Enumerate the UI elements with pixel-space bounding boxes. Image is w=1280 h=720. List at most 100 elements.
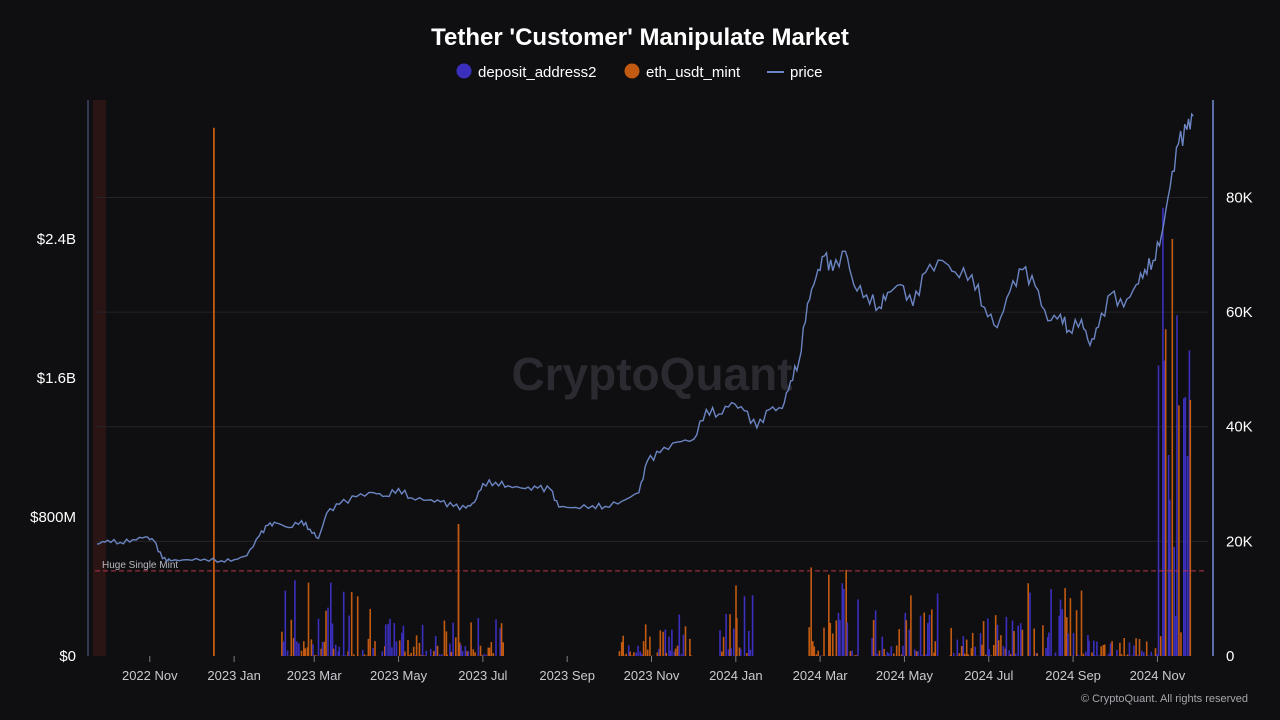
bar-eth-usdt-mint — [662, 631, 664, 656]
bar-deposit-address2 — [921, 655, 924, 656]
bar-eth-usdt-mint — [466, 651, 468, 656]
bar-deposit-address2 — [312, 644, 314, 656]
legend: deposit_address2 eth_usdt_mint price — [456, 63, 823, 82]
bar-eth-usdt-mint — [500, 623, 503, 656]
bar-spike-eth-usdt-mint — [213, 127, 215, 657]
threshold-label: Huge Single Mint — [102, 560, 178, 571]
legend-item-deposit-address2[interactable]: deposit_address2 — [456, 63, 597, 82]
bar-deposit-address2 — [1098, 655, 1101, 656]
bar-eth-usdt-mint — [412, 646, 415, 656]
legend-item-eth-usdt-mint[interactable]: eth_usdt_mint — [624, 63, 742, 82]
bar-deposit-address2 — [460, 645, 462, 656]
bar-deposit-address2 — [467, 651, 470, 656]
bar-eth-usdt-mint — [1138, 639, 1141, 656]
bar-deposit-address2 — [1175, 615, 1177, 656]
bar-deposit-address2 — [330, 582, 332, 656]
legend-item-price[interactable]: price — [767, 64, 823, 81]
bar-eth-usdt-mint — [1154, 648, 1157, 656]
bar-eth-usdt-mint — [325, 610, 327, 656]
bar-eth-usdt-mint — [1082, 653, 1085, 656]
bar-deposit-address2 — [888, 653, 890, 656]
bar-deposit-address2 — [348, 615, 350, 656]
bar-deposit-address2 — [1085, 651, 1087, 656]
bar-eth-usdt-mint — [1036, 653, 1038, 656]
bar-deposit-address2 — [1128, 642, 1131, 656]
bar-eth-usdt-mint — [1064, 588, 1066, 656]
bar-eth-usdt-mint — [1103, 644, 1106, 656]
x-tick-label: 2024 Jul — [964, 668, 1013, 683]
bar-deposit-address2 — [485, 654, 487, 656]
bar-eth-usdt-mint — [332, 648, 335, 656]
bar-deposit-address2 — [673, 651, 676, 656]
bar-deposit-address2 — [851, 650, 853, 656]
bar-deposit-address2 — [1133, 645, 1135, 656]
bar-eth-usdt-mint — [817, 650, 819, 656]
legend-label-deposit-address2: deposit_address2 — [478, 64, 596, 81]
bar-deposit-address2 — [1014, 653, 1017, 656]
bar-eth-usdt-mint — [398, 640, 401, 656]
bar-eth-usdt-mint — [1091, 652, 1093, 656]
bar-deposit-address2 — [1087, 635, 1089, 656]
bar-deposit-address2 — [1169, 499, 1171, 656]
x-tick-label: 2023 Sep — [539, 668, 595, 683]
bar-eth-usdt-mint — [933, 652, 935, 656]
bar-deposit-address2 — [1131, 655, 1133, 656]
legend-label-price: price — [790, 64, 823, 81]
x-tick-label: 2024 Nov — [1130, 668, 1186, 683]
bar-eth-usdt-mint — [815, 654, 818, 656]
bar-eth-usdt-mint — [910, 595, 912, 656]
right-tick-label: 0 — [1226, 648, 1234, 665]
bar-deposit-address2 — [282, 641, 285, 656]
bar-deposit-address2 — [1011, 620, 1014, 656]
bar-deposit-address2 — [441, 654, 443, 656]
bar-eth-usdt-mint — [900, 654, 903, 656]
bar-eth-usdt-mint — [479, 645, 482, 656]
bar-eth-usdt-mint — [828, 574, 830, 656]
bar-deposit-address2 — [391, 647, 393, 656]
x-tick-label: 2023 Jan — [207, 668, 261, 683]
bar-eth-usdt-mint — [1080, 590, 1083, 656]
right-axis: 0 20K 40K 60K 80K — [1226, 189, 1253, 665]
bar-deposit-address2 — [1048, 632, 1050, 656]
bar-eth-usdt-mint — [470, 622, 472, 656]
plot-area — [87, 100, 1214, 656]
bar-eth-usdt-mint — [832, 633, 834, 656]
bar-eth-usdt-mint — [1069, 598, 1072, 656]
bar-deposit-address2 — [846, 622, 849, 656]
bar-deposit-address2 — [1150, 651, 1153, 656]
bar-deposit-address2 — [876, 653, 879, 656]
bar-deposit-address2 — [725, 614, 727, 656]
bar-deposit-address2 — [979, 633, 982, 656]
threshold: Huge Single Mint — [95, 560, 1206, 572]
bar-eth-usdt-mint — [1042, 625, 1044, 656]
bar-eth-usdt-mint — [356, 596, 359, 656]
bar-eth-usdt-mint — [808, 627, 810, 656]
bar-eth-usdt-mint — [893, 653, 895, 656]
bar-deposit-address2 — [886, 652, 889, 656]
bar-eth-usdt-mint — [849, 651, 852, 656]
bar-eth-usdt-mint — [993, 645, 995, 656]
bar-deposit-address2 — [421, 624, 424, 656]
x-tick-label: 2024 Mar — [793, 668, 849, 683]
x-tick-label: 2024 May — [876, 668, 934, 683]
bar-eth-usdt-mint — [418, 643, 421, 656]
bar-eth-usdt-mint — [320, 648, 322, 656]
left-tick-label: $2.4B — [37, 231, 76, 248]
left-tick-label: $0 — [59, 648, 76, 665]
bar-deposit-address2 — [664, 629, 667, 656]
bar-deposit-address2 — [1137, 655, 1139, 656]
bar-eth-usdt-mint — [950, 627, 952, 656]
bar-eth-usdt-mint — [646, 649, 649, 656]
bar-eth-usdt-mint — [300, 650, 303, 656]
bar-eth-usdt-mint — [736, 618, 738, 656]
bar-eth-usdt-mint — [1033, 628, 1035, 656]
bar-deposit-address2 — [1008, 650, 1010, 656]
bar-eth-usdt-mint — [350, 592, 353, 656]
watermark-text: CryptoQuant — [511, 348, 792, 400]
bar-deposit-address2 — [1059, 599, 1062, 656]
bar-eth-usdt-mint — [420, 655, 422, 656]
bar-deposit-address2 — [956, 639, 959, 656]
bar-eth-usdt-mint — [923, 612, 925, 656]
bar-deposit-address2 — [739, 649, 742, 656]
bar-eth-usdt-mint — [306, 647, 309, 656]
